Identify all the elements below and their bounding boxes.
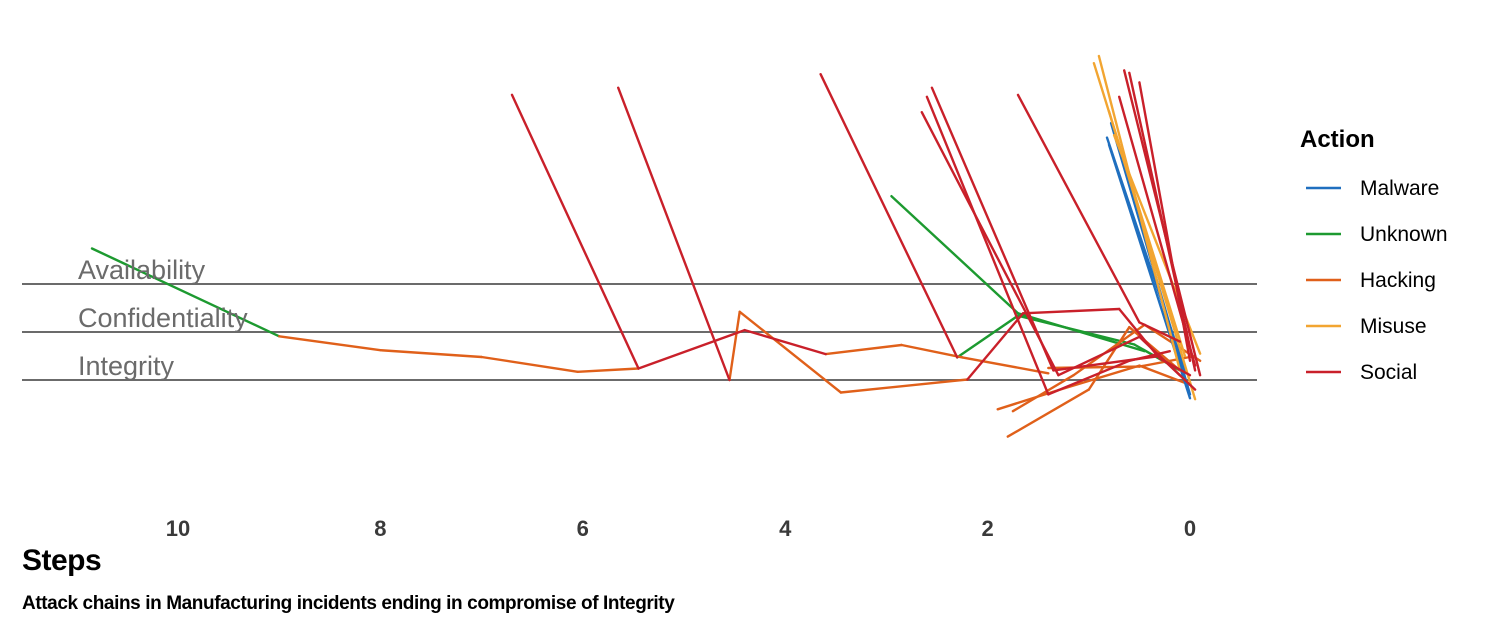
chain-7-segment-2-social [1047, 359, 1131, 396]
chain-2-segment-6-hacking [961, 356, 1050, 375]
confidentiality-label: Confidentiality [78, 303, 248, 333]
chain-2-segment-5-hacking [900, 343, 964, 359]
x-tick-label-0: 0 [1184, 516, 1196, 541]
chain-3-segment-5-social [966, 312, 1025, 381]
x-tick-label-2: 2 [981, 516, 993, 541]
x-tick-label-6: 6 [577, 516, 589, 541]
x-axis-label: Steps [22, 544, 102, 577]
chain-9-segment-1-social [1016, 93, 1141, 324]
chain-3-segment-1-social [617, 86, 731, 382]
attribute-bands [22, 283, 1257, 381]
chain-2-segment-3-social [743, 328, 827, 356]
chain-8-segment-1-social [920, 110, 1060, 377]
availability-label: Availability [78, 255, 206, 285]
attribute-labels: Availability Confidentiality Integrity [78, 255, 248, 381]
chain-2-segment-2-social [637, 328, 746, 370]
legend: Action Malware Unknown Hacking Misuse Social [1300, 126, 1448, 384]
chain-1-segment-4-hacking [480, 355, 579, 373]
x-tick-label-8: 8 [374, 516, 386, 541]
chain-11-segment-2-hacking [1087, 326, 1131, 391]
chain-10-segment-2-hacking [1057, 364, 1141, 392]
legend-label-unknown: Unknown [1360, 223, 1448, 246]
chain-3-segment-3-hacking [738, 310, 843, 394]
chain-3-segment-2-hacking [728, 310, 741, 382]
chain-1-segment-3-hacking [379, 349, 483, 359]
chain-1-segment-1-unknown [90, 247, 281, 338]
chain-3-segment-4-hacking [839, 378, 969, 394]
chain-1-segment-5-hacking [576, 367, 640, 373]
chain-3-segment-6-social [1021, 307, 1121, 315]
x-tick-label-4: 4 [779, 516, 792, 541]
chain-13-segment-1-hacking [1047, 365, 1141, 370]
chain-5-segment-1-unknown [890, 194, 1020, 315]
chain-1-segment-2-hacking [278, 335, 382, 352]
chain-11-segment-3-hacking [1128, 326, 1182, 372]
chain-10-segment-3-hacking [1138, 364, 1192, 386]
chain-11-segment-1-hacking [1006, 388, 1091, 438]
chain-24-segment-1-social [1122, 69, 1202, 377]
chain-9-segment-2-social [1138, 321, 1182, 343]
legend-label-malware: Malware [1360, 177, 1439, 200]
chain-6-segment-1-social [930, 86, 1055, 372]
integrity-label: Integrity [78, 351, 175, 381]
legend-label-hacking: Hacking [1360, 269, 1436, 292]
x-axis-ticks: 10 8 6 4 2 0 [166, 516, 1196, 541]
chain-lines [90, 54, 1202, 438]
chain-4-segment-1-social [819, 72, 959, 359]
chart-caption: Attack chains in Manufacturing incidents… [22, 593, 675, 614]
chain-8-segment-3-social [1138, 335, 1182, 377]
chain-2-segment-1-social [510, 93, 640, 370]
legend-label-misuse: Misuse [1360, 315, 1427, 338]
chain-4-segment-2-unknown [956, 314, 1020, 359]
legend-label-social: Social [1360, 361, 1417, 384]
chain-8-segment-2-social [1057, 335, 1141, 377]
chain-12-segment-1-hacking [1011, 374, 1075, 413]
chain-7-segment-3-social [1128, 350, 1172, 362]
chain-7-segment-1-social [925, 95, 1050, 396]
chain-2-segment-4-hacking [824, 343, 903, 356]
legend-title: Action [1300, 126, 1375, 153]
x-tick-label-10: 10 [166, 516, 190, 541]
chain-23-segment-1-social [1138, 81, 1192, 362]
